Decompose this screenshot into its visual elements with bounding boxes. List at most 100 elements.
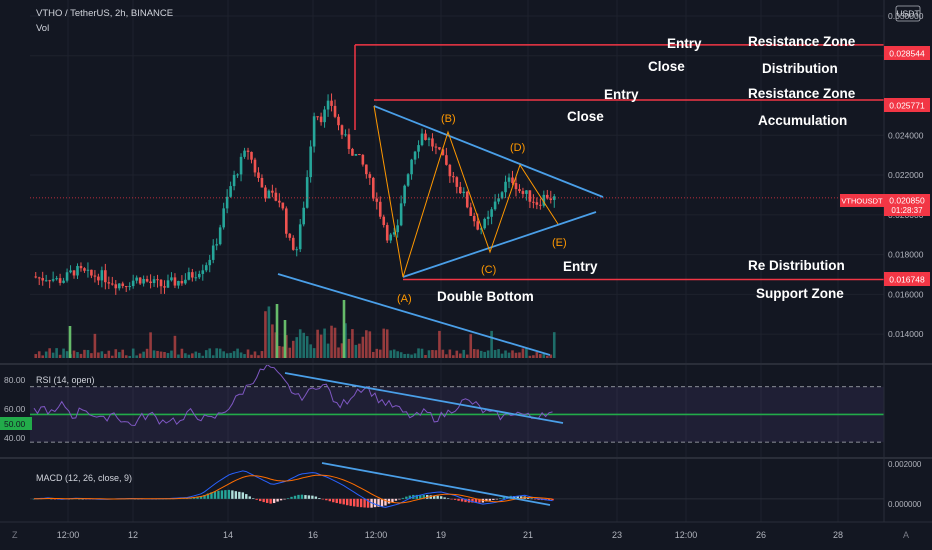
countdown: 01:28:37 [891,206,923,215]
volume-bar [152,350,156,358]
candle-body [535,202,539,205]
volume-bar [72,350,76,358]
triangle-lower [402,211,597,278]
macd-histogram [335,498,338,504]
currency-button[interactable]: USDT [895,5,921,22]
volume-bar [55,348,58,358]
volume-bar [351,329,354,358]
volume-bar [201,355,205,358]
rsi-trendline [284,372,564,424]
macd-histogram [450,498,453,500]
candle-body [128,286,131,288]
candle-body [145,279,149,282]
candle-body [156,279,159,281]
candle-body [511,177,514,184]
candle-body [187,272,191,280]
candle-body [518,189,521,192]
volume-bar [316,329,319,358]
macd-histogram [346,498,349,506]
candle-body [180,280,184,284]
macd-histogram [551,498,554,501]
macd-histogram [241,492,244,499]
rsi-tick: 40.00 [4,433,26,443]
volume-bar [298,329,302,358]
volume-bar [114,349,118,358]
volume-bar [246,349,250,358]
volume-bar [243,354,246,358]
volume-bar [111,355,114,358]
candle-body [111,283,114,285]
wave-a-label: (A) [397,293,412,305]
macd-histogram [537,498,540,500]
volume-bar [375,348,379,358]
macd-histogram [433,495,436,499]
volume-bar [58,354,62,358]
volume-bar [142,351,145,358]
candle-body [285,208,288,234]
volume-spike [275,304,279,358]
candle-body [333,105,337,117]
volume-bar [128,355,131,358]
candle-body [462,191,466,194]
candle-body [337,116,340,126]
macd-histogram [478,498,481,503]
macd-histogram [311,495,314,499]
macd-histogram [457,498,460,501]
candle-body [539,204,542,206]
auto-scale-icon[interactable]: A [903,530,909,540]
candle-body [378,201,382,217]
accumulation-label: Accumulation [758,113,847,128]
redistribution-label: Re Distribution [748,258,845,273]
macd-histogram [429,495,432,499]
candle-body [427,138,431,140]
candle-body [243,150,246,157]
candle-body [507,177,511,182]
wave-c-label: (C) [481,264,496,276]
macd-axis: 0.002000 0.000000 [888,460,922,509]
time-tick: 26 [756,530,766,540]
zoom-icon[interactable]: Z [12,530,18,540]
candle-body [365,164,368,175]
candle-body [114,284,118,289]
entry-label-3: Entry [563,259,598,274]
candle-body [225,196,229,209]
current-price-badge: VTHOUSDT 0.020850 01:28:37 [840,194,930,216]
volume-bar [104,353,107,358]
volume-bar [163,351,166,358]
volume-bar [278,345,281,358]
volume-bar [239,352,243,358]
candle-body [124,285,128,288]
candle-body [424,133,427,140]
double-bottom-label: Double Bottom [437,289,534,304]
macd-histogram [401,497,405,499]
volume-bar [528,355,532,358]
volume-bar [44,351,48,358]
candlesticks [34,93,556,295]
volume-bar [389,350,392,358]
symbol-title: VTHO / TetherUS, 2h, BINANCE [36,8,173,19]
macd-histogram [547,498,551,501]
volume-bar [177,354,180,358]
candle-body [396,225,399,233]
volume-bar [427,350,431,358]
time-tick: 28 [833,530,843,540]
macd-histogram [443,497,446,499]
candle-body [250,151,253,160]
candle-body [271,190,274,193]
volume-bar [497,349,500,358]
macd-histogram [366,498,370,508]
macd-histogram [262,498,265,503]
volume-bar [312,348,316,358]
candle-body [170,277,173,281]
volume-bar [222,351,225,358]
macd-histogram [363,498,366,508]
macd-histogram [203,494,206,499]
candle-body [104,270,107,283]
candle-body [184,279,187,284]
time-tick: 12:00 [365,530,388,540]
volume-bar [532,355,535,358]
price-tick: 0.014000 [888,329,924,339]
level-badge-1: 0.028544 [884,46,930,60]
candle-body [399,203,403,226]
